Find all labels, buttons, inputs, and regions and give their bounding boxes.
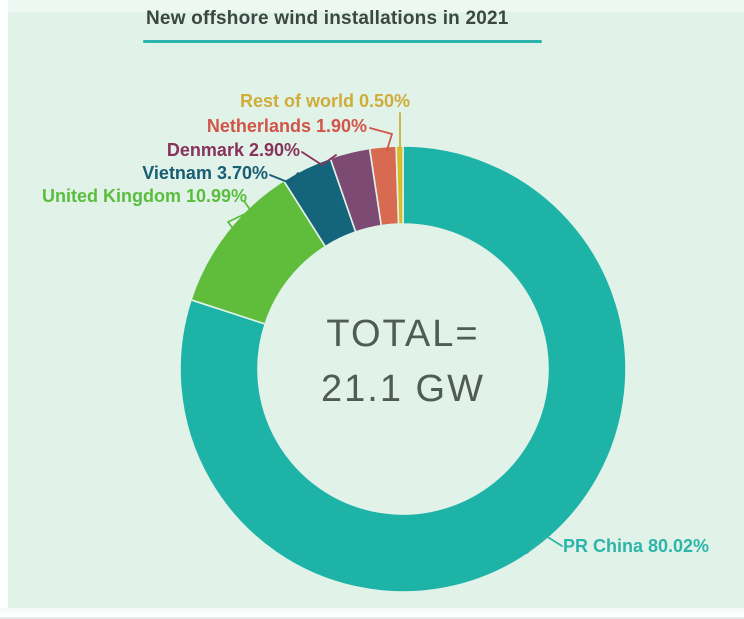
leader-line-netherlands	[369, 127, 393, 151]
leader-line-pr-china	[526, 535, 563, 554]
title-underline	[143, 40, 542, 43]
top-edge-strip	[8, 0, 744, 12]
leader-line-denmark	[301, 151, 337, 166]
total-value: 21.1 GW	[321, 368, 485, 410]
slice-label-netherlands: Netherlands 1.90%	[206, 116, 367, 136]
slice-label-united-kingdom: United Kingdom 10.99%	[41, 186, 247, 206]
slice-label-pr-china: PR China 80.02%	[563, 536, 710, 556]
bottom-edge-strip	[0, 608, 744, 619]
slice-label-denmark: Denmark 2.90%	[166, 140, 300, 160]
chart-title: New offshore wind installations in 2021	[146, 8, 509, 29]
donut-slice-rest-of-world	[395, 145, 404, 225]
slice-label-vietnam: Vietnam 3.70%	[142, 163, 268, 183]
donut-slice-pr-china	[179, 145, 627, 593]
total-text: TOTAL=	[326, 313, 480, 355]
left-edge-strip	[0, 0, 8, 619]
slice-label-rest-of-world: Rest of world 0.50%	[239, 91, 410, 111]
leader-line-united-kingdom	[227, 200, 252, 232]
leader-line-vietnam	[269, 172, 299, 184]
donut-slices	[179, 145, 627, 593]
donut-center-label: TOTAL= 21.1 GW	[253, 310, 553, 414]
